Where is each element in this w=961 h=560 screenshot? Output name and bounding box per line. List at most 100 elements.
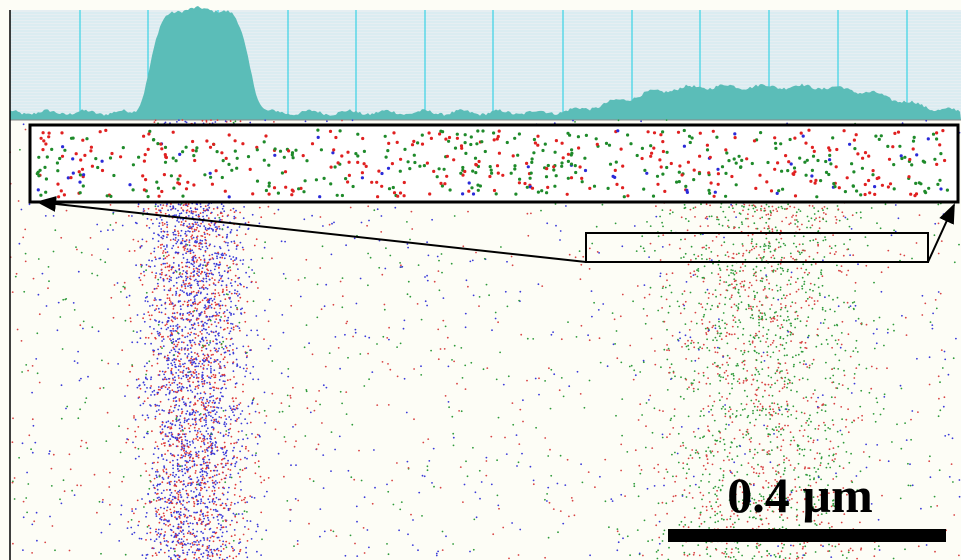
atom <box>221 535 223 538</box>
atom <box>187 215 190 217</box>
atom <box>808 204 811 207</box>
atom <box>786 404 789 407</box>
atom <box>725 281 728 283</box>
atom <box>187 332 190 335</box>
atom <box>150 378 152 381</box>
atom <box>180 349 183 351</box>
atom <box>207 217 210 220</box>
atom <box>163 285 166 288</box>
atom <box>194 240 197 242</box>
atom <box>181 371 184 373</box>
atom <box>120 504 123 507</box>
atom <box>146 414 149 417</box>
atom <box>169 494 172 496</box>
atom <box>201 239 204 242</box>
atom <box>729 446 732 449</box>
atom <box>204 514 207 517</box>
atom <box>702 494 705 497</box>
atom <box>768 282 770 285</box>
atom <box>687 348 690 351</box>
atom <box>148 500 151 503</box>
atom <box>723 443 726 446</box>
atom <box>684 206 687 209</box>
atom <box>751 340 754 343</box>
atom <box>711 240 714 242</box>
atom <box>187 422 190 425</box>
atom <box>125 296 128 299</box>
atom <box>175 400 177 403</box>
atom <box>242 517 245 520</box>
atom <box>740 464 743 467</box>
atom <box>218 228 221 230</box>
atom <box>642 247 645 250</box>
atom <box>156 362 159 365</box>
atom <box>219 397 221 400</box>
atom <box>160 236 163 239</box>
atom <box>767 329 770 331</box>
atom <box>750 248 753 251</box>
atom <box>172 467 175 470</box>
atom <box>197 303 200 305</box>
atom <box>247 405 250 408</box>
atom <box>171 541 174 544</box>
atom <box>187 542 189 545</box>
atom <box>207 404 210 407</box>
atom <box>188 266 191 269</box>
atom <box>722 210 725 213</box>
atom <box>234 514 237 516</box>
atom <box>780 542 783 545</box>
atom <box>193 279 196 282</box>
atom <box>255 315 258 317</box>
atom <box>775 311 777 313</box>
atom <box>666 512 668 515</box>
atom <box>191 440 194 442</box>
atom <box>167 326 170 329</box>
atom <box>837 445 840 448</box>
atom <box>191 345 193 347</box>
atom <box>666 328 668 331</box>
atom <box>685 345 688 348</box>
atom <box>189 543 192 545</box>
atom <box>794 326 796 329</box>
atom <box>784 297 787 299</box>
atom <box>213 307 216 310</box>
atom <box>836 264 838 267</box>
atom <box>239 366 242 369</box>
atom <box>779 267 782 269</box>
atom <box>740 301 743 304</box>
atom <box>232 313 235 315</box>
atom <box>182 540 185 543</box>
atom <box>797 220 799 223</box>
atom <box>188 530 190 533</box>
atom <box>213 409 216 412</box>
atom <box>166 509 168 512</box>
atom <box>164 500 167 503</box>
atom <box>174 225 177 228</box>
atom <box>204 417 207 420</box>
atom <box>206 472 209 475</box>
atom <box>195 423 198 425</box>
atom <box>176 465 179 468</box>
atom <box>752 502 755 504</box>
atom <box>206 514 209 517</box>
atom <box>210 419 213 422</box>
atom <box>220 203 223 206</box>
atom <box>239 541 242 543</box>
atom <box>195 377 198 379</box>
atom <box>179 511 182 513</box>
atom <box>199 484 202 486</box>
atom <box>191 237 193 240</box>
atom <box>803 448 806 451</box>
atom <box>841 384 844 386</box>
atom <box>155 500 158 502</box>
atom <box>184 362 186 365</box>
atom <box>735 364 738 367</box>
atom <box>184 455 187 458</box>
atom <box>212 498 215 500</box>
atom <box>208 206 211 209</box>
atom <box>225 289 228 291</box>
atom <box>157 456 160 459</box>
atom <box>220 550 223 553</box>
atom <box>153 461 155 464</box>
atom <box>805 347 808 350</box>
